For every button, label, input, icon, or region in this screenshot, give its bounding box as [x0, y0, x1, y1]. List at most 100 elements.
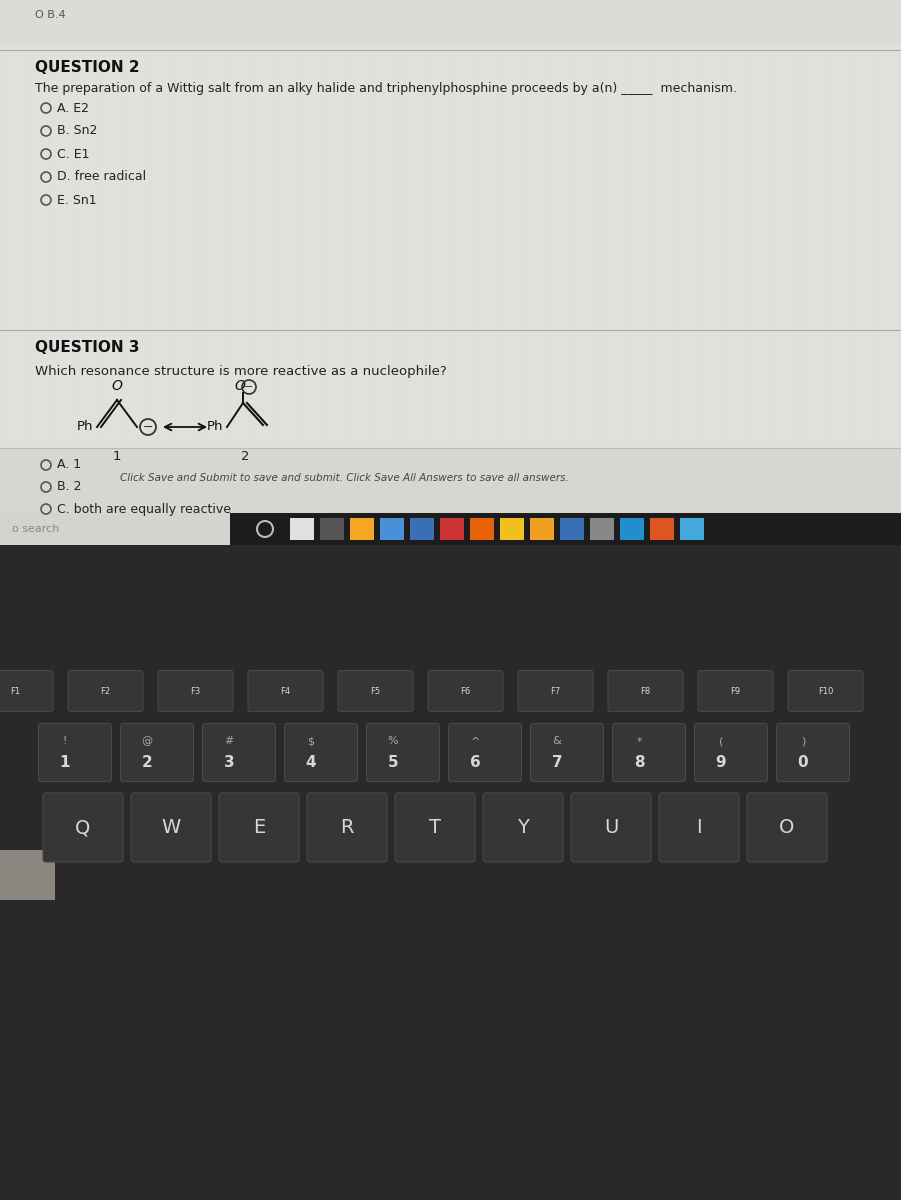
Text: F8: F8: [641, 686, 651, 696]
Text: 4: 4: [305, 755, 316, 770]
FancyBboxPatch shape: [0, 520, 901, 545]
Text: &: &: [552, 737, 561, 746]
Text: D. free radical: D. free radical: [57, 170, 146, 184]
FancyBboxPatch shape: [158, 671, 233, 712]
Text: F2: F2: [100, 686, 111, 696]
Text: 6: 6: [469, 755, 480, 770]
Text: QUESTION 3: QUESTION 3: [35, 340, 140, 355]
Text: !: !: [63, 737, 68, 746]
FancyBboxPatch shape: [518, 671, 593, 712]
FancyBboxPatch shape: [307, 793, 387, 862]
Text: O: O: [779, 818, 795, 838]
FancyBboxPatch shape: [395, 793, 475, 862]
Text: U: U: [604, 818, 618, 838]
Text: o search: o search: [12, 524, 59, 534]
Text: ^: ^: [470, 737, 479, 746]
FancyBboxPatch shape: [571, 793, 651, 862]
FancyBboxPatch shape: [43, 793, 123, 862]
Text: F7: F7: [551, 686, 560, 696]
Text: 5: 5: [387, 755, 398, 770]
FancyBboxPatch shape: [0, 850, 55, 900]
FancyBboxPatch shape: [0, 514, 901, 545]
FancyBboxPatch shape: [500, 518, 524, 540]
FancyBboxPatch shape: [0, 448, 901, 514]
Text: *: *: [636, 737, 642, 746]
Text: O B.4: O B.4: [35, 10, 66, 20]
FancyBboxPatch shape: [777, 724, 850, 781]
Text: 9: 9: [715, 755, 726, 770]
Text: A. E2: A. E2: [57, 102, 89, 114]
Text: Q: Q: [76, 818, 91, 838]
FancyBboxPatch shape: [0, 520, 901, 545]
Text: F9: F9: [731, 686, 741, 696]
FancyBboxPatch shape: [0, 0, 901, 514]
FancyBboxPatch shape: [608, 671, 683, 712]
FancyBboxPatch shape: [449, 724, 522, 781]
FancyBboxPatch shape: [530, 518, 554, 540]
Text: Ph: Ph: [77, 420, 93, 433]
Text: %: %: [387, 737, 398, 746]
FancyBboxPatch shape: [590, 518, 614, 540]
FancyBboxPatch shape: [0, 0, 901, 520]
Text: 1: 1: [113, 450, 122, 463]
Text: 8: 8: [633, 755, 644, 770]
FancyBboxPatch shape: [698, 671, 773, 712]
FancyBboxPatch shape: [428, 671, 503, 712]
Text: (: (: [719, 737, 724, 746]
FancyBboxPatch shape: [613, 724, 686, 781]
Text: @: @: [141, 737, 152, 746]
Text: I: I: [696, 818, 702, 838]
FancyBboxPatch shape: [483, 793, 563, 862]
Text: C. E1: C. E1: [57, 148, 89, 161]
FancyBboxPatch shape: [0, 514, 230, 545]
Text: Ph: Ph: [206, 420, 223, 433]
Text: B. Sn2: B. Sn2: [57, 125, 97, 138]
FancyBboxPatch shape: [203, 724, 276, 781]
Text: QUESTION 2: QUESTION 2: [35, 60, 140, 74]
Text: 3: 3: [223, 755, 234, 770]
Text: ): ): [801, 737, 805, 746]
FancyBboxPatch shape: [290, 518, 314, 540]
Text: 1: 1: [59, 755, 70, 770]
Text: $: $: [307, 737, 314, 746]
FancyBboxPatch shape: [659, 793, 739, 862]
FancyBboxPatch shape: [620, 518, 644, 540]
FancyBboxPatch shape: [219, 793, 299, 862]
FancyBboxPatch shape: [68, 671, 143, 712]
Text: #: #: [224, 737, 233, 746]
Text: F3: F3: [190, 686, 201, 696]
FancyBboxPatch shape: [788, 671, 863, 712]
FancyBboxPatch shape: [440, 518, 464, 540]
Text: 2: 2: [241, 450, 250, 463]
Text: B. 2: B. 2: [57, 480, 81, 493]
Text: 0: 0: [797, 755, 808, 770]
Text: Click Save and Submit to save and submit. Click Save All Answers to save all ans: Click Save and Submit to save and submit…: [120, 473, 569, 482]
FancyBboxPatch shape: [650, 518, 674, 540]
Text: F6: F6: [460, 686, 470, 696]
FancyBboxPatch shape: [747, 793, 827, 862]
Text: F5: F5: [370, 686, 380, 696]
Text: F1: F1: [11, 686, 21, 696]
Text: O: O: [234, 379, 245, 392]
FancyBboxPatch shape: [380, 518, 404, 540]
FancyBboxPatch shape: [350, 518, 374, 540]
Text: T: T: [429, 818, 441, 838]
FancyBboxPatch shape: [680, 518, 704, 540]
Text: −: −: [244, 382, 254, 392]
Text: Which resonance structure is more reactive as a nucleophile?: Which resonance structure is more reacti…: [35, 365, 447, 378]
FancyBboxPatch shape: [367, 724, 440, 781]
Text: A. 1: A. 1: [57, 458, 81, 472]
Text: F4: F4: [280, 686, 290, 696]
FancyBboxPatch shape: [470, 518, 494, 540]
Text: R: R: [341, 818, 354, 838]
Text: The preparation of a Wittig salt from an alky halide and triphenylphosphine proc: The preparation of a Wittig salt from an…: [35, 82, 737, 95]
Text: O: O: [112, 379, 123, 392]
Text: E: E: [253, 818, 265, 838]
Text: C. both are equally reactive: C. both are equally reactive: [57, 503, 231, 516]
Text: 2: 2: [141, 755, 152, 770]
FancyBboxPatch shape: [695, 724, 768, 781]
Text: W: W: [161, 818, 180, 838]
FancyBboxPatch shape: [121, 724, 194, 781]
Text: E. Sn1: E. Sn1: [57, 193, 96, 206]
FancyBboxPatch shape: [0, 545, 901, 1200]
